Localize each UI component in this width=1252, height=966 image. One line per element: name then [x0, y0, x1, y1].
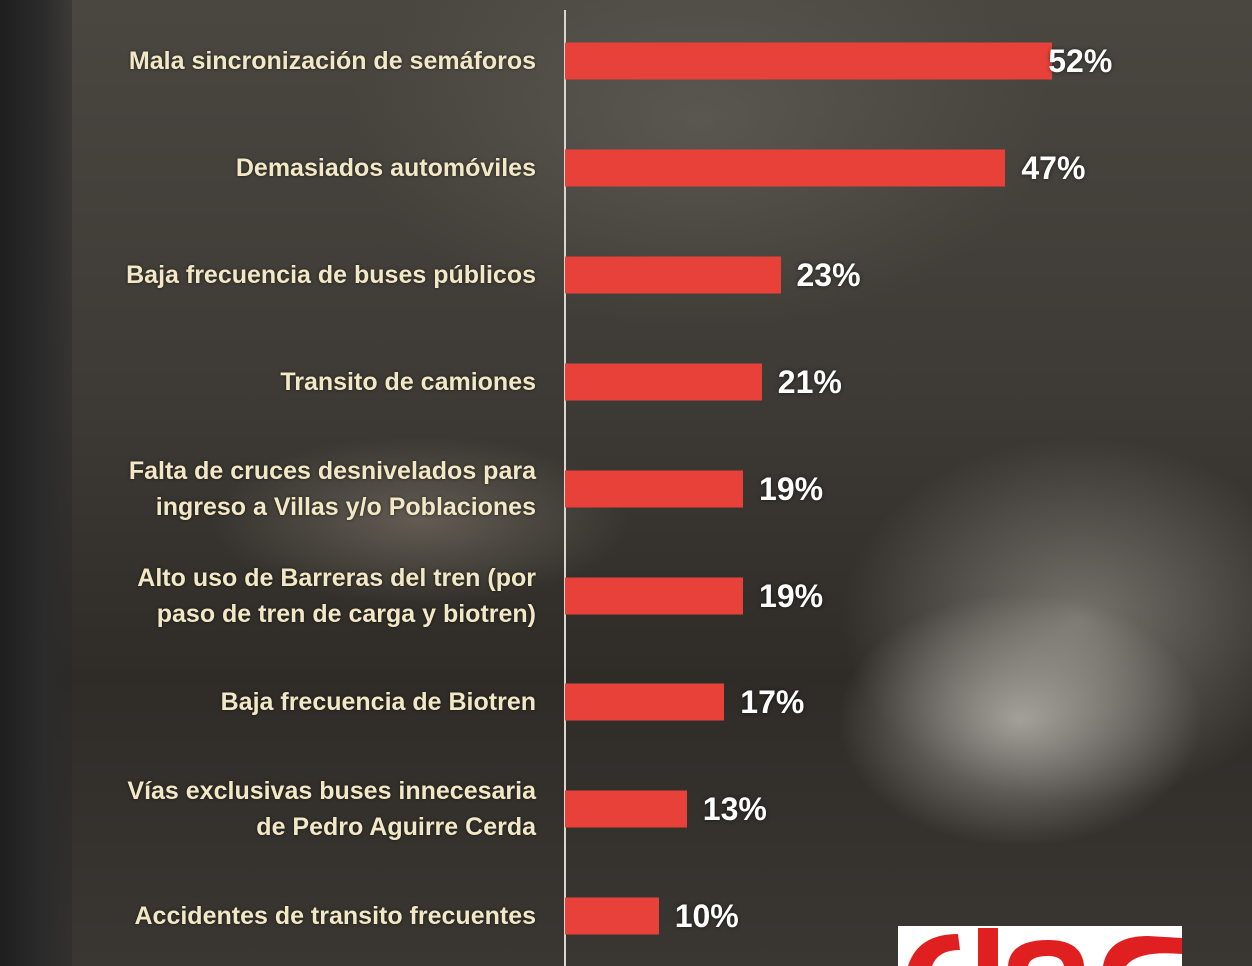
bar: [565, 470, 743, 507]
value-label: 19%: [759, 578, 823, 614]
category-label: Baja frecuencia de buses públicos: [8, 257, 536, 293]
value-label: 13%: [703, 791, 767, 827]
value-label: 19%: [759, 471, 823, 507]
category-label: Accidentes de transito frecuentes: [8, 898, 536, 934]
category-label: Demasiados automóviles: [8, 150, 536, 186]
logo: [898, 926, 1182, 966]
bar: [565, 791, 687, 828]
value-label: 52%: [1048, 43, 1112, 79]
chart: Mala sincronización de semáforos 52% Demas…: [0, 0, 1252, 966]
category-label: Transito de camiones: [8, 364, 536, 400]
bar: [565, 363, 762, 400]
category-label: Baja frecuencia de Biotren: [8, 684, 536, 720]
bar: [565, 684, 724, 721]
bar: [565, 149, 1005, 186]
bar: [565, 256, 781, 293]
value-label: 17%: [740, 684, 804, 720]
bar: [565, 898, 659, 935]
category-label: Alto uso de Barreras del tren (por paso …: [8, 560, 536, 632]
bar: [565, 577, 743, 614]
value-label: 10%: [675, 898, 739, 934]
category-label: Mala sincronización de semáforos: [8, 43, 536, 79]
category-label: Vías exclusivas buses innecesaria de Ped…: [8, 773, 536, 845]
bar: [565, 43, 1052, 80]
value-label: 21%: [778, 364, 842, 400]
category-label: Falta de cruces desnivelados para ingres…: [8, 453, 536, 525]
value-label: 23%: [797, 257, 861, 293]
logo-shapes: [898, 926, 1182, 966]
value-label: 47%: [1021, 150, 1085, 186]
